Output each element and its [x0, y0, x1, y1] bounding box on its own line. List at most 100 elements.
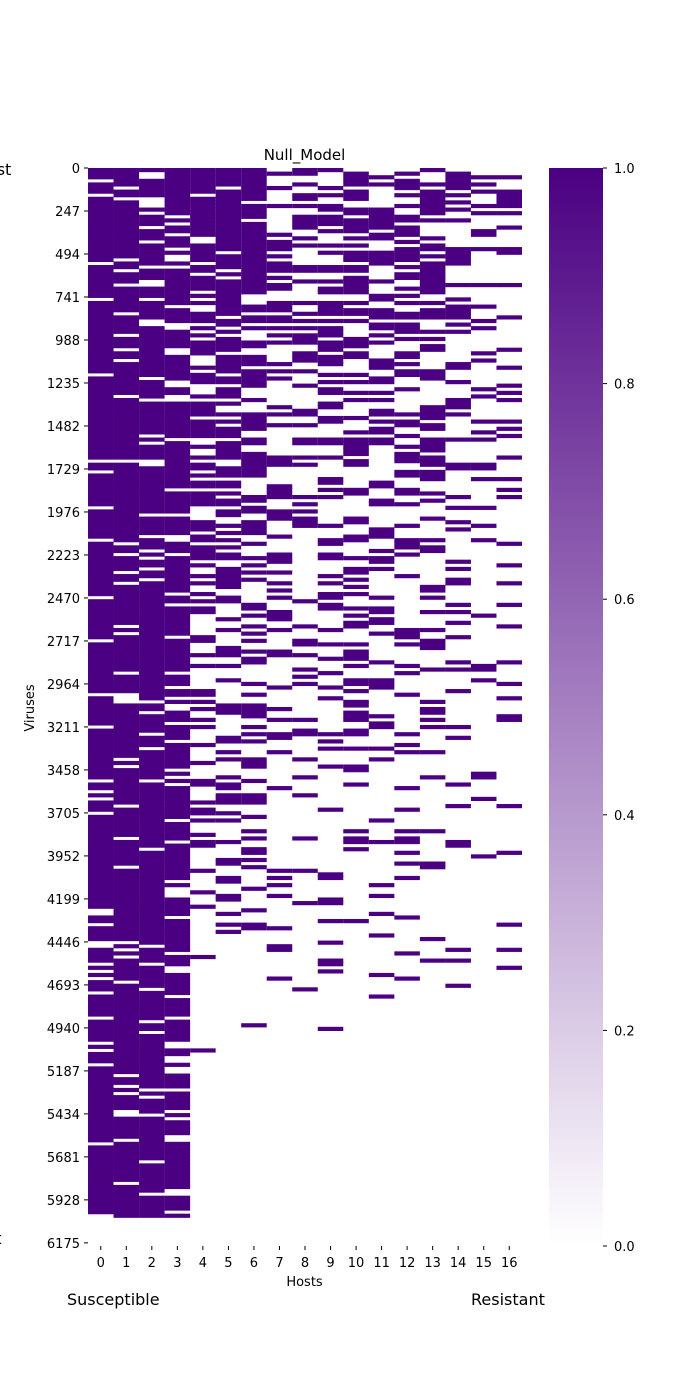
heatmap-cell: [190, 214, 216, 219]
heatmap-cell: [445, 257, 471, 263]
heatmap-cell: [190, 185, 216, 191]
heatmap-cell: [266, 362, 293, 367]
heatmap-cell: [215, 358, 242, 363]
heatmap-cell: [113, 649, 140, 654]
heatmap-cell: [113, 775, 140, 780]
heatmap-cell: [266, 735, 293, 740]
heatmap-cell: [88, 282, 114, 288]
heatmap-cell: [266, 459, 293, 464]
heatmap-cell: [241, 714, 267, 719]
heatmap-cell: [190, 462, 216, 467]
heatmap-cell: [164, 300, 191, 306]
heatmap-cell: [266, 649, 293, 654]
heatmap-cell: [394, 171, 420, 176]
heatmap-cell: [113, 592, 140, 597]
heatmap-cell: [317, 541, 344, 546]
heatmap-cell: [139, 775, 165, 780]
heatmap-cell: [317, 940, 344, 945]
heatmap-cell: [419, 459, 446, 464]
heatmap-cell: [88, 1156, 114, 1161]
heatmap-cell: [343, 592, 369, 597]
heatmap-cell: [88, 211, 114, 216]
heatmap-cell: [139, 1084, 165, 1089]
heatmap-cell: [88, 1163, 114, 1168]
heatmap-cell: [88, 383, 114, 388]
heatmap-cell: [88, 915, 114, 920]
heatmap-cell: [215, 247, 242, 252]
heatmap-cell: [445, 405, 471, 410]
heatmap-cell: [88, 1055, 114, 1060]
heatmap-cell: [419, 290, 446, 295]
heatmap-cell: [139, 455, 165, 460]
heatmap-cell: [292, 214, 318, 219]
heatmap-cell: [164, 516, 191, 521]
heatmap-cell: [241, 577, 267, 582]
heatmap-cell: [419, 412, 446, 417]
heatmap-cell: [215, 290, 242, 295]
heatmap-cell: [139, 168, 165, 173]
heatmap-cell: [113, 441, 140, 446]
colorbar-tick-label: 0.2: [614, 1024, 635, 1039]
heatmap-cell: [394, 322, 420, 327]
heatmap-cell: [164, 498, 191, 503]
heatmap-cell: [88, 574, 114, 579]
x-tick-label: 15: [475, 1256, 492, 1271]
heatmap-cell: [113, 232, 140, 237]
heatmap-cell: [139, 990, 165, 996]
heatmap-cell: [139, 821, 165, 827]
heatmap-cell: [113, 843, 140, 848]
heatmap-cell: [317, 872, 344, 877]
heatmap-cell: [164, 563, 191, 568]
heatmap-cell: [113, 433, 140, 439]
heatmap-cell: [394, 469, 420, 475]
heatmap-cell: [88, 527, 114, 532]
heatmap-cell: [266, 247, 293, 252]
heatmap-cell: [394, 275, 420, 280]
heatmap-cell: [394, 663, 420, 669]
heatmap-cell: [164, 484, 191, 489]
heatmap-cell: [164, 448, 191, 453]
heatmap-cell: [88, 548, 114, 554]
heatmap-cell: [113, 354, 140, 360]
colorbar-tick-label: 1.0: [614, 162, 635, 177]
heatmap-cell: [113, 875, 140, 881]
heatmap-cell: [266, 487, 293, 492]
heatmap-cell: [88, 203, 114, 209]
heatmap-cell: [343, 681, 369, 687]
heatmap-cell: [164, 714, 191, 719]
heatmap-cell: [445, 311, 471, 316]
heatmap-cell: [88, 1127, 114, 1132]
heatmap-cell: [164, 1073, 191, 1078]
heatmap-cell: [113, 498, 140, 503]
heatmap-cell: [215, 739, 242, 744]
heatmap-cell: [419, 609, 446, 615]
heatmap-cell: [190, 498, 216, 503]
heatmap-cell: [292, 279, 318, 284]
heatmap-cell: [215, 782, 242, 787]
heatmap-cell: [445, 175, 471, 180]
heatmap-cell: [445, 577, 471, 582]
heatmap-cell: [215, 796, 242, 802]
heatmap-cell: [164, 663, 191, 669]
heatmap-cell: [190, 218, 216, 223]
heatmap-cell: [190, 282, 216, 288]
heatmap-cell: [139, 800, 165, 805]
heatmap-cell: [190, 394, 216, 399]
heatmap-cell: [241, 268, 267, 273]
heatmap-cell: [88, 721, 114, 726]
heatmap-cell: [394, 523, 420, 528]
heatmap-cell: [292, 437, 318, 442]
heatmap-cell: [88, 1051, 114, 1057]
heatmap-cell: [215, 581, 242, 586]
heatmap-cell: [164, 548, 191, 554]
heatmap-cell: [394, 257, 420, 263]
heatmap-cell: [496, 717, 522, 722]
heatmap-cell: [139, 674, 165, 679]
heatmap-cell: [241, 656, 267, 661]
heatmap-cell: [139, 638, 165, 643]
heatmap-cell: [139, 735, 165, 740]
heatmap-cell: [88, 857, 114, 863]
heatmap-cell: [139, 692, 165, 697]
heatmap-cell: [241, 340, 267, 345]
heatmap-cell: [368, 261, 395, 266]
